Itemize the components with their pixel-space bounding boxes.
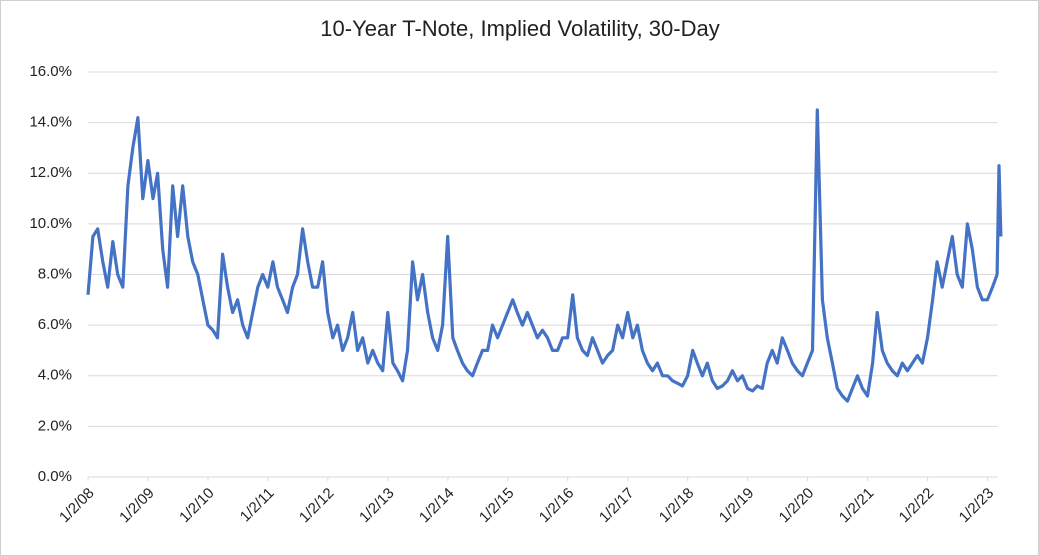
y-tick-label: 16.0%	[29, 63, 72, 80]
series-line	[86, 108, 1003, 403]
y-tick-label: 6.0%	[38, 316, 72, 333]
chart-title: 10-Year T-Note, Implied Volatility, 30-D…	[320, 16, 719, 41]
y-tick-label: 12.0%	[29, 164, 72, 181]
y-tick-label: 0.0%	[38, 468, 72, 485]
y-tick-label: 14.0%	[29, 114, 72, 131]
y-tick-label: 10.0%	[29, 215, 72, 232]
y-tick-label: 2.0%	[38, 417, 72, 434]
y-tick-label: 4.0%	[38, 367, 72, 384]
y-tick-label: 8.0%	[38, 265, 72, 282]
